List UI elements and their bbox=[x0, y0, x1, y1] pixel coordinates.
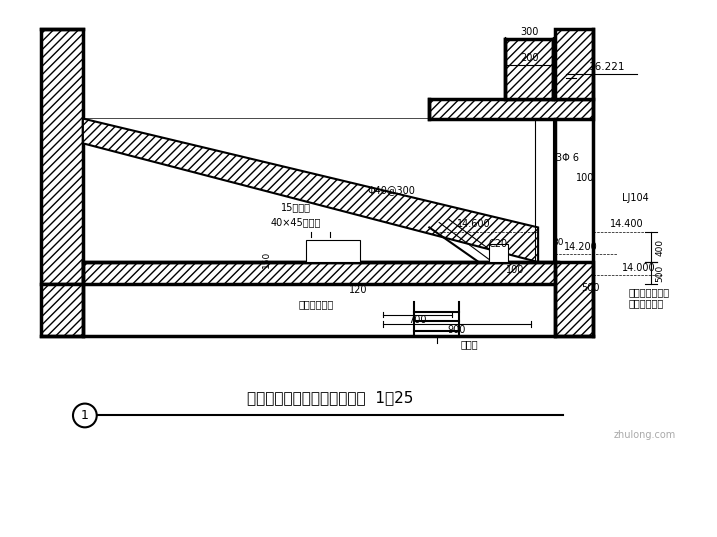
Text: 300: 300 bbox=[520, 27, 538, 38]
Text: 14.400: 14.400 bbox=[610, 220, 644, 229]
Text: 1: 1 bbox=[81, 409, 89, 422]
Text: 80: 80 bbox=[552, 238, 564, 247]
Text: 500: 500 bbox=[581, 283, 600, 293]
Text: 15厘木板: 15厘木板 bbox=[280, 202, 310, 213]
Text: 14.000: 14.000 bbox=[622, 263, 656, 273]
Bar bbox=[489, 244, 508, 262]
Polygon shape bbox=[83, 262, 558, 284]
Text: 最高点定坡度: 最高点定坡度 bbox=[628, 299, 663, 309]
Text: 14.600: 14.600 bbox=[457, 220, 490, 229]
Text: C20: C20 bbox=[489, 240, 508, 249]
Polygon shape bbox=[555, 262, 592, 336]
Text: 120: 120 bbox=[348, 285, 367, 295]
Text: 16.221: 16.221 bbox=[589, 62, 626, 72]
Text: 500: 500 bbox=[655, 264, 665, 281]
Text: 14.200: 14.200 bbox=[564, 242, 597, 252]
Text: LJ104: LJ104 bbox=[622, 193, 648, 203]
Text: 200: 200 bbox=[520, 53, 538, 63]
Text: 坡屋面以此点和: 坡屋面以此点和 bbox=[628, 287, 669, 297]
Text: 100: 100 bbox=[506, 265, 525, 275]
Polygon shape bbox=[83, 119, 538, 262]
Polygon shape bbox=[505, 39, 553, 99]
Circle shape bbox=[73, 404, 97, 427]
Text: 150: 150 bbox=[262, 250, 270, 268]
Polygon shape bbox=[42, 30, 83, 284]
Text: Φ40@300: Φ40@300 bbox=[368, 185, 416, 195]
Text: 防水油膏封堵: 防水油膏封堵 bbox=[299, 300, 334, 310]
Text: 3Φ 6: 3Φ 6 bbox=[556, 153, 579, 163]
Polygon shape bbox=[42, 284, 83, 336]
Text: 鐵爬梯: 鐵爬梯 bbox=[460, 339, 478, 349]
Text: zhulong.com: zhulong.com bbox=[614, 430, 676, 440]
Polygon shape bbox=[429, 99, 592, 119]
Text: 100: 100 bbox=[576, 173, 595, 183]
Text: 900: 900 bbox=[448, 325, 466, 335]
Bar bbox=[305, 240, 360, 262]
Text: 400: 400 bbox=[655, 238, 665, 256]
Text: 700: 700 bbox=[408, 315, 427, 325]
Polygon shape bbox=[555, 30, 592, 99]
Text: 通过老虎窗上人检修屋面大样  1：25: 通过老虎窗上人检修屋面大样 1：25 bbox=[247, 390, 414, 405]
Text: 40×45盖板框: 40×45盖板框 bbox=[270, 217, 320, 228]
